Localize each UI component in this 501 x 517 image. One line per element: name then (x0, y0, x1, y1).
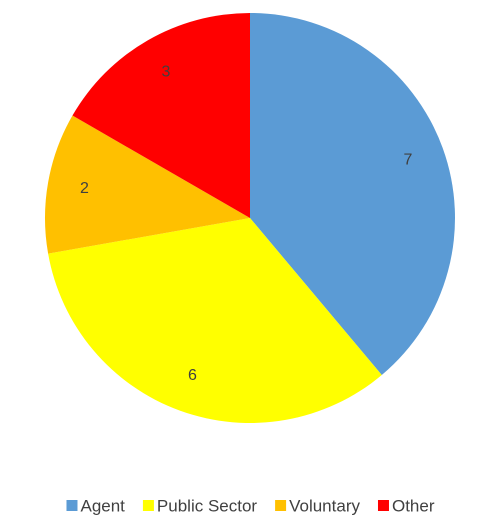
data-label: 6 (188, 367, 197, 384)
legend-label: Public Sector (157, 496, 257, 515)
legend-swatch (377, 500, 389, 511)
data-label: 7 (404, 152, 413, 169)
legend-label: Voluntary (289, 496, 360, 515)
legend: Agent Public Sector Voluntary Other (66, 496, 435, 515)
data-label: 3 (161, 64, 170, 81)
legend-swatch (275, 500, 287, 511)
pie-slice (72, 12, 251, 218)
legend-label: Agent (80, 496, 125, 515)
legend-swatch (142, 500, 154, 511)
pie-slice (48, 218, 382, 423)
legend-label: Other (392, 496, 435, 515)
pie (44, 12, 455, 423)
data-label: 2 (80, 180, 89, 197)
legend-swatch (66, 500, 78, 511)
pie-slice (44, 115, 250, 254)
pie-slice (250, 13, 455, 376)
data-labels: 7 6 2 3 (80, 64, 413, 385)
